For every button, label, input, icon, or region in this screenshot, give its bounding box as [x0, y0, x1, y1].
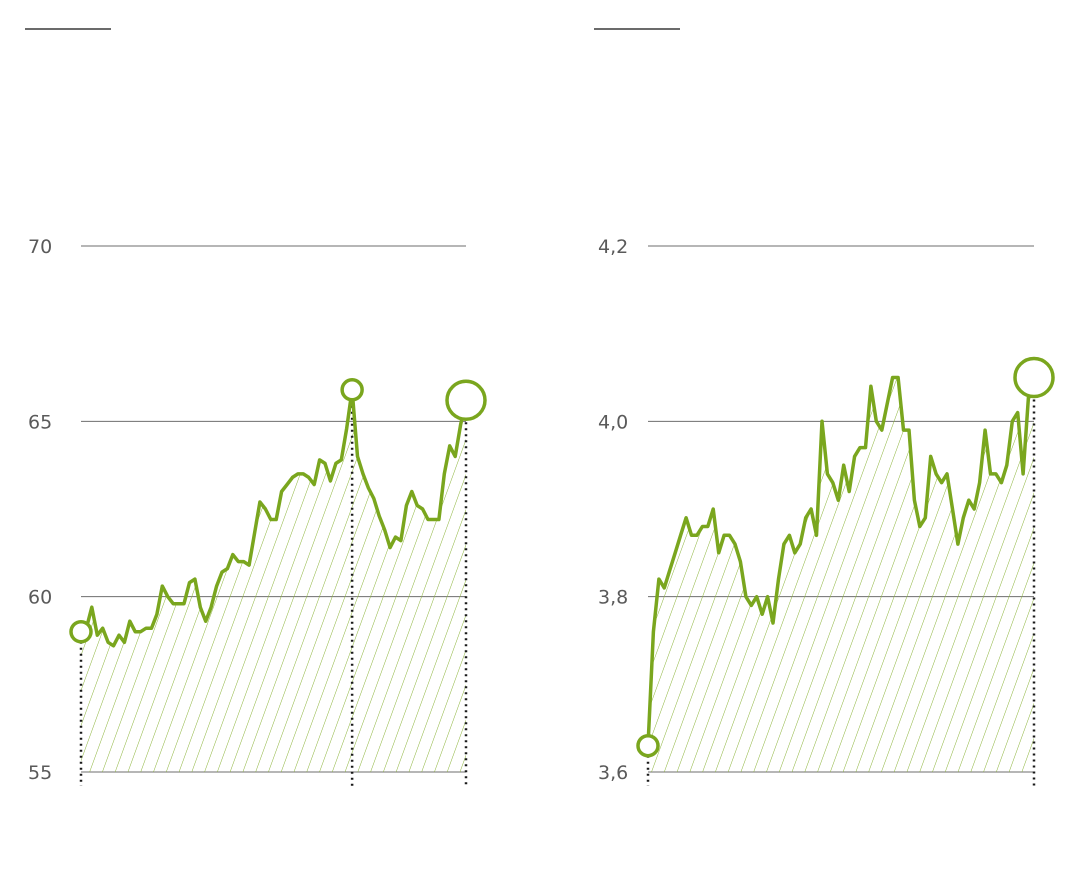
- y-tick-label: 4,0: [598, 411, 628, 433]
- chart-right: 3,6 3,8 4,0 4,2: [598, 236, 1055, 786]
- marker-point-0: [636, 733, 660, 758]
- series-line: [646, 375, 1036, 748]
- y-tick-label: 3,6: [598, 762, 628, 784]
- y-tick-label: 3,8: [598, 587, 628, 609]
- area-fill: [81, 389, 466, 772]
- area-fill: [648, 377, 1034, 772]
- marker-point-0: [69, 619, 93, 644]
- y-tick-label: 60: [28, 587, 52, 609]
- y-tick-label: 70: [28, 236, 52, 258]
- y-tick-label: 55: [28, 762, 52, 784]
- y-tick-label: 65: [28, 411, 52, 433]
- series-line: [79, 388, 468, 648]
- marker-point-2: [445, 379, 487, 422]
- y-tick-label: 4,2: [598, 236, 628, 258]
- chart-left: 55 60 65 70: [28, 236, 487, 786]
- marker-point-1: [340, 378, 364, 402]
- marker-point-1: [1013, 356, 1055, 399]
